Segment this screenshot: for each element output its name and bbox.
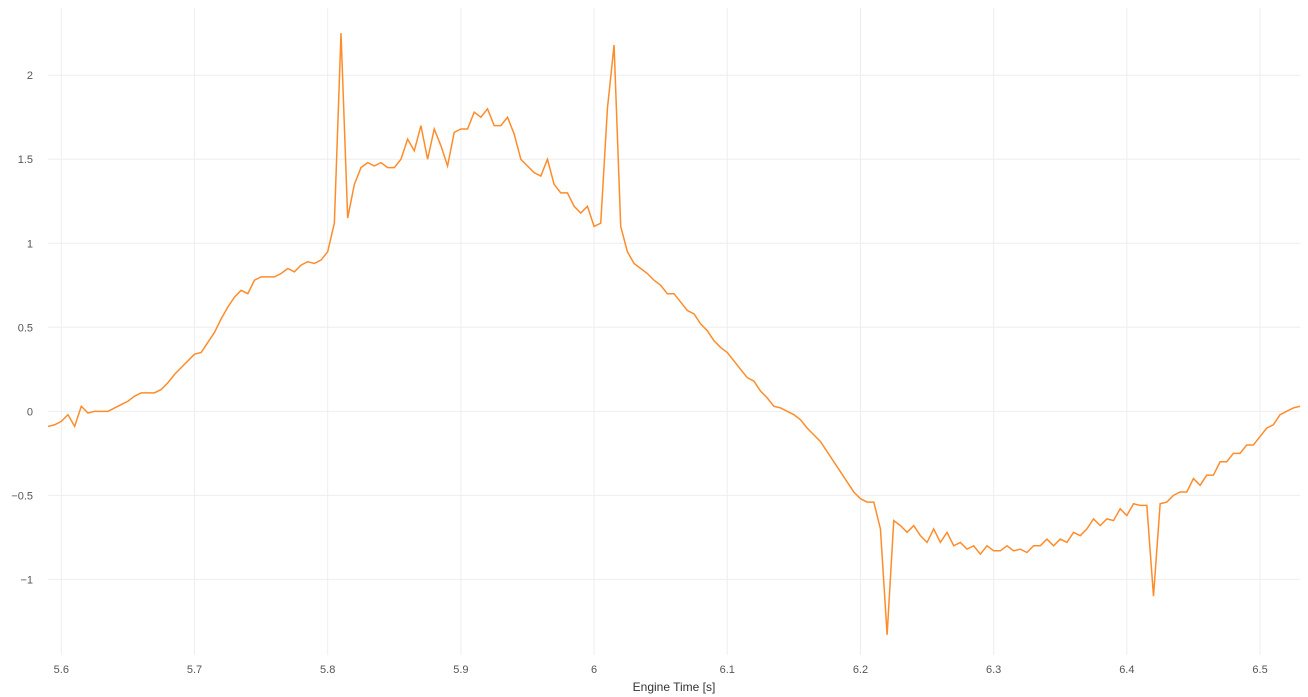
chart-container: −1 −0.5 0 0.5 1 1.5 2 5.6 5.7 5.8 5.9 6 6.1 6.2 6.3 6.4… (0, 0, 1308, 697)
x-tick-label: 6 (591, 664, 597, 676)
y-tick-label: −1 (20, 574, 33, 586)
y-tick-label: 0.5 (18, 322, 33, 334)
y-tick-label: 1.5 (18, 154, 33, 166)
x-tick-label: 6.2 (853, 664, 868, 676)
y-tick-label: −0.5 (11, 490, 33, 502)
y-tick-label: 2 (27, 70, 33, 82)
y-tick-label: 0 (27, 406, 33, 418)
x-tick-label: 6.1 (720, 664, 735, 676)
x-tick-label: 5.9 (453, 664, 468, 676)
line-chart[interactable]: −1 −0.5 0 0.5 1 1.5 2 5.6 5.7 5.8 5.9 6 6.1 6.2 6.3 6.4… (0, 0, 1308, 697)
x-tick-label: 6.3 (986, 664, 1001, 676)
y-tick-label: 1 (27, 238, 33, 250)
x-tick-label: 6.4 (1119, 664, 1134, 676)
x-tick-label: 5.7 (187, 664, 202, 676)
x-axis-title: Engine Time [s] (633, 680, 716, 694)
x-tick-label: 5.8 (320, 664, 335, 676)
x-tick-label: 6.5 (1252, 664, 1267, 676)
x-tick-label: 5.6 (54, 664, 69, 676)
